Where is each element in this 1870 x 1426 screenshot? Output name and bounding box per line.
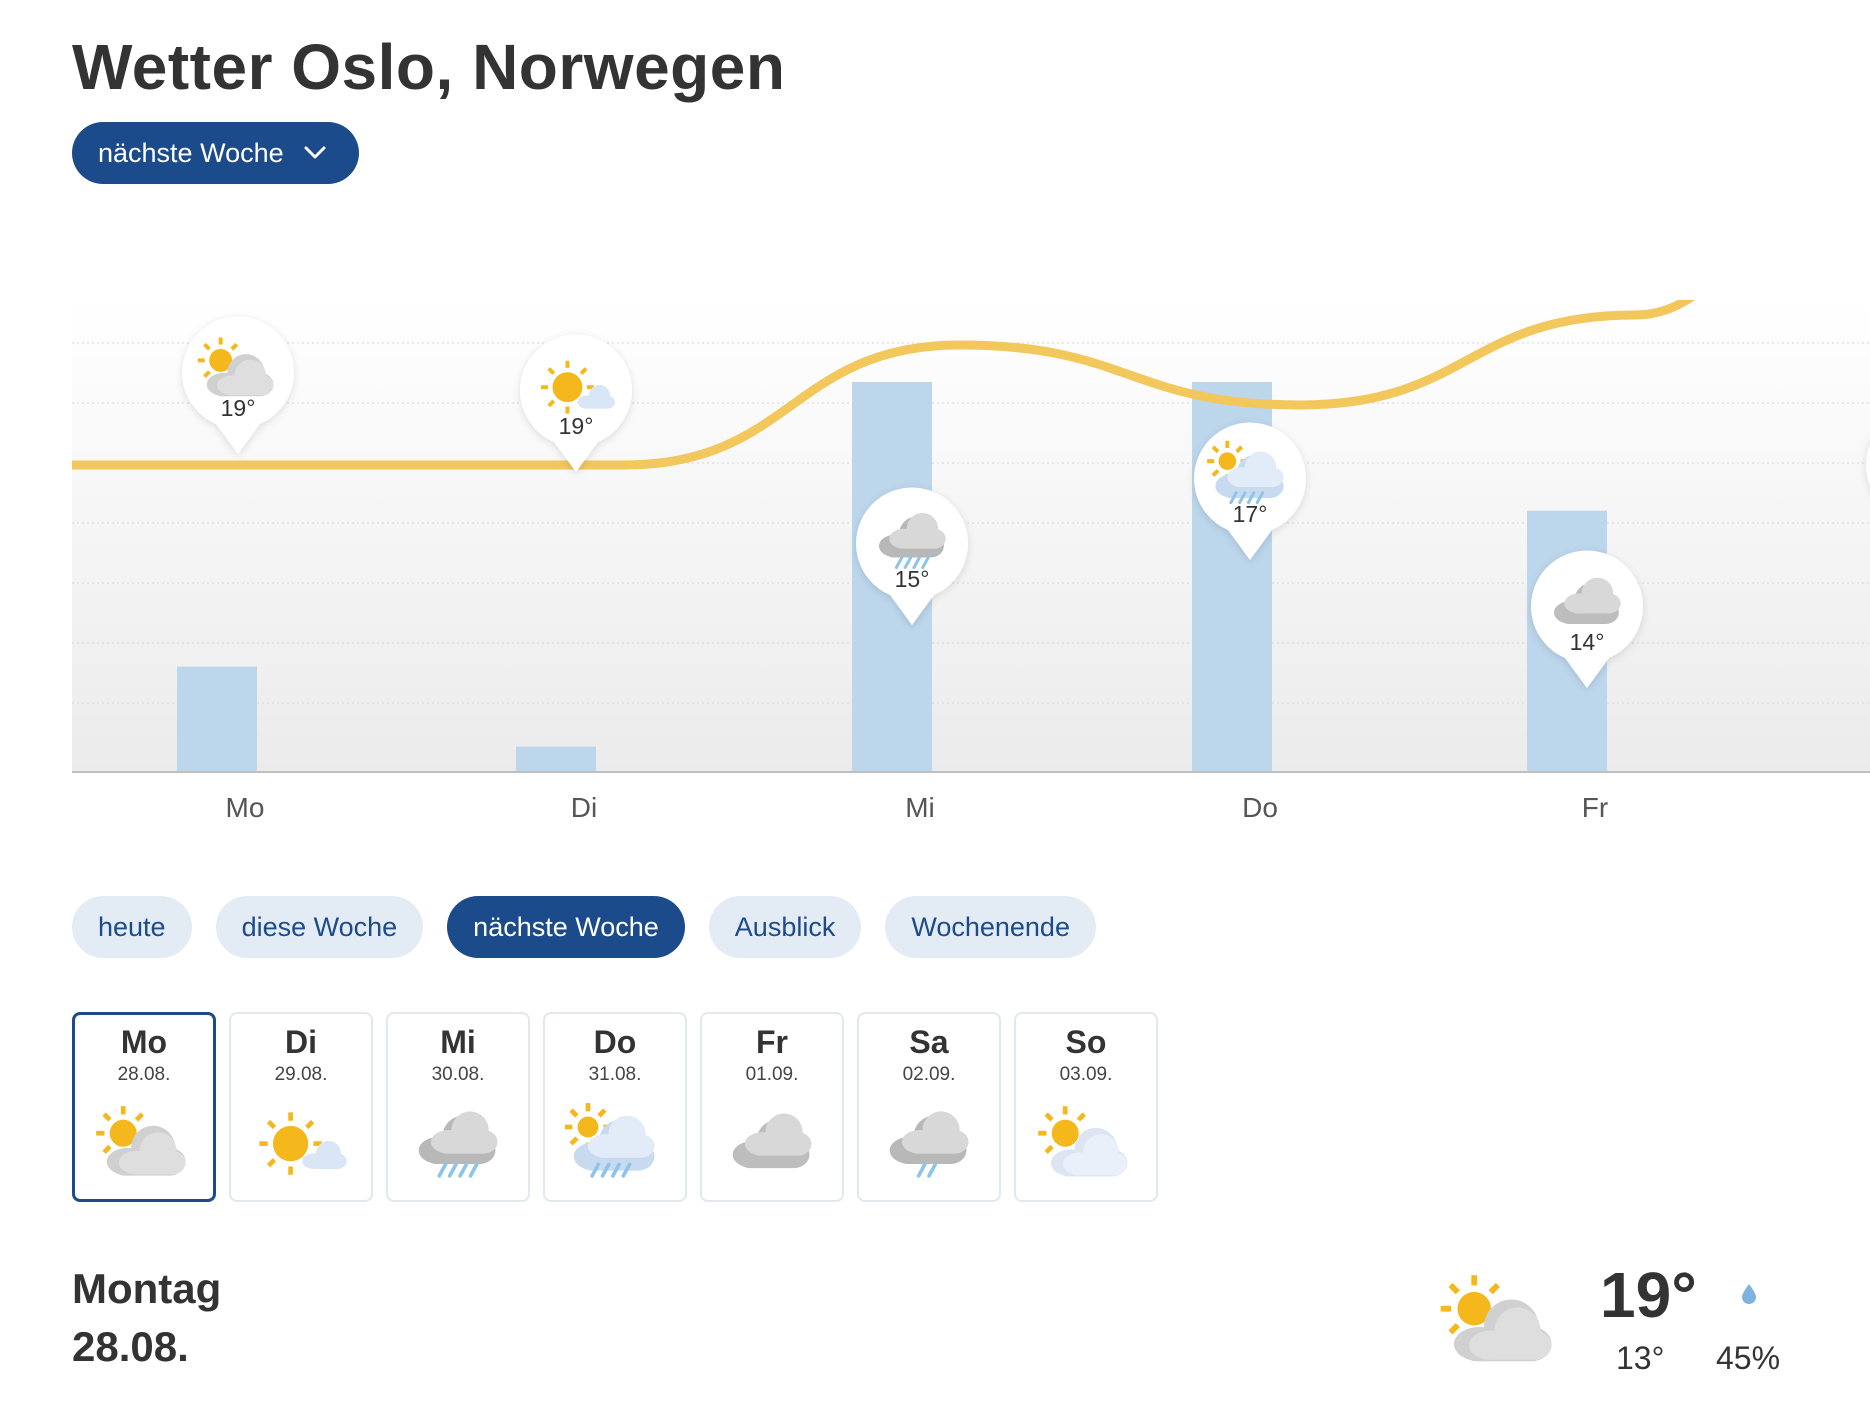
detail-high-temp: 19° [1600,1259,1697,1331]
x-label-do: Do [1242,792,1278,823]
temperature-pin: 17° [1194,422,1307,560]
detail-precip: 45% [1716,1340,1781,1376]
day-selector: Mo 28.08. Di 29.08. Mi 30.08. [72,1012,1158,1202]
cloud-icon [1553,577,1621,624]
tab-wochenende[interactable]: Wochenende [885,896,1096,958]
period-dropdown[interactable]: nächste Woche [72,122,359,184]
day-date: 01.09. [745,1064,799,1085]
x-label-di: Di [570,792,598,823]
day-date: 02.09. [902,1064,956,1085]
light-rain-icon [879,1102,979,1185]
day-name: Fr [756,1024,788,1060]
sun-rain-icon [1207,440,1284,505]
day-date: 03.09. [1059,1064,1113,1085]
partly-cloudy-icon [197,337,274,397]
day-date: 31.08. [588,1064,642,1085]
cloud-icon [722,1102,822,1185]
day-name: Do [593,1024,637,1060]
tab-heute[interactable]: heute [72,896,192,958]
temperature-pin: 19° [182,316,294,454]
partly-cloudy-icon [94,1102,194,1185]
day-date: 29.08. [274,1064,328,1085]
temperature-pin: 14° [1531,550,1644,688]
period-dropdown-label: nächste Woche [98,137,284,168]
x-label-mi: Mi [905,792,935,823]
period-tabs: heute diese Woche nächste Woche Ausblick… [72,896,1096,958]
temperature-label: 14° [1570,629,1605,655]
day-card-mo[interactable]: Mo 28.08. [72,1012,216,1202]
temperature-label: 15° [895,566,930,592]
tab-ausblick[interactable]: Ausblick [708,896,862,958]
precipitation-bar [516,746,596,772]
day-card-fr[interactable]: Fr 01.09. [700,1012,844,1202]
partial-pin [1866,444,1870,486]
pin-shape [520,334,632,472]
precipitation-bar [177,666,257,772]
partly-cloudy-light-icon [1036,1102,1136,1185]
day-name: Mi [440,1024,476,1060]
x-label-mo: Mo [225,792,265,823]
day-name: So [1065,1024,1107,1060]
day-name: Mo [120,1024,168,1060]
chevron-down-icon [304,146,326,160]
x-label-fr: Fr [1581,792,1609,823]
detail-day-name: Montag [72,1265,222,1312]
raindrop-icon [1741,1283,1757,1310]
day-card-do[interactable]: Do 31.08. [543,1012,687,1202]
temperature-line [72,300,1695,470]
day-date: 28.08. [117,1064,171,1085]
day-date: 30.08. [431,1064,485,1085]
temperature-label: 19° [559,413,594,439]
partly-cloudy-icon [1438,1270,1562,1372]
temperature-label: 17° [1233,501,1268,527]
detail-low-temp: 13° [1616,1340,1665,1376]
tab-naechste-woche[interactable]: nächste Woche [447,896,685,958]
rain-cloud-icon [408,1102,508,1185]
tab-diese-woche[interactable]: diese Woche [215,896,424,958]
day-name: Di [285,1024,317,1060]
sunny-icon [251,1102,351,1185]
day-card-mi[interactable]: Mi 30.08. [386,1012,530,1202]
day-card-so[interactable]: So 03.09. [1014,1012,1158,1202]
weather-chart: 19° 19° 15° 17° 14° [72,300,1870,820]
temperature-label: 19° [221,395,256,421]
detail-date: 28.08. [72,1323,189,1370]
page-title: Wetter Oslo, Norwegen [72,31,786,103]
temperature-pin: 15° [856,487,968,625]
temperature-pin: 19° [520,334,632,472]
sunny-icon [541,360,615,414]
day-card-sa[interactable]: Sa 02.09. [857,1012,1001,1202]
day-name: Sa [909,1024,949,1060]
sun-rain-icon [564,1102,665,1185]
day-card-di[interactable]: Di 29.08. [229,1012,373,1202]
rain-cloud-icon [878,512,946,570]
